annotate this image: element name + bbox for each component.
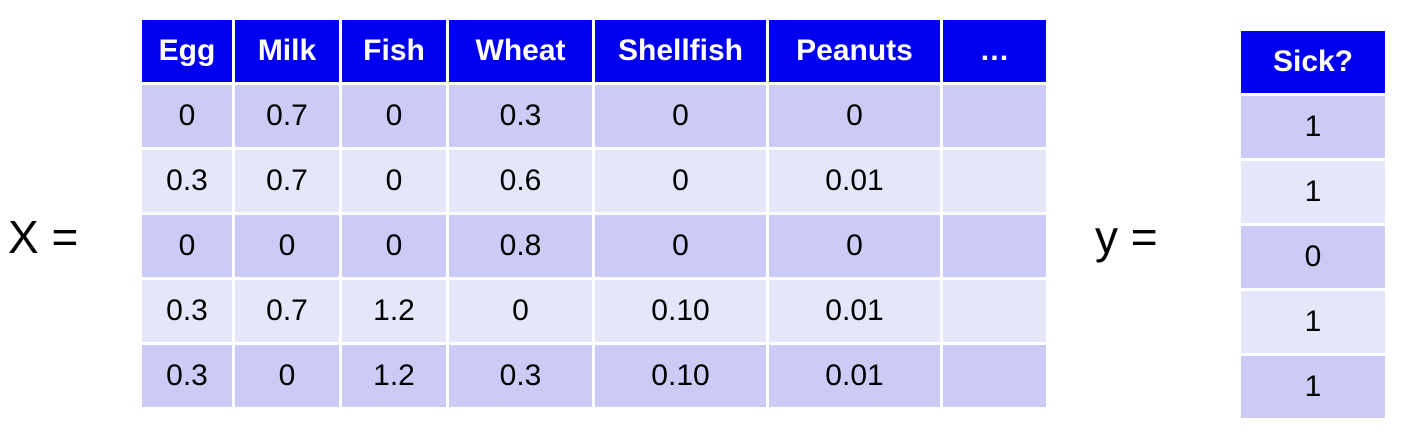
feature-header-row: Egg Milk Fish Wheat Shellfish Peanuts … <box>142 20 1046 82</box>
feature-cell: 0 <box>342 150 446 212</box>
feature-row: 0.3 0 1.2 0.3 0.10 0.01 <box>142 345 1046 407</box>
feature-cell <box>943 150 1046 212</box>
feature-cell: 0.3 <box>142 150 232 212</box>
feature-cell: 0 <box>235 215 339 277</box>
feature-cell: 0.3 <box>449 85 592 147</box>
column-header-ellipsis: … <box>943 20 1046 82</box>
feature-cell: 0.3 <box>449 345 592 407</box>
feature-cell: 0 <box>595 150 766 212</box>
feature-cell: 0 <box>595 215 766 277</box>
target-cell: 1 <box>1241 356 1385 418</box>
column-header-wheat: Wheat <box>449 20 592 82</box>
feature-cell: 0 <box>595 85 766 147</box>
target-vector-table: Sick? 1 1 0 1 1 <box>1238 28 1388 421</box>
y-equals-label: y = <box>1095 211 1158 263</box>
feature-cell: 0.01 <box>769 150 940 212</box>
feature-matrix-table: Egg Milk Fish Wheat Shellfish Peanuts … … <box>139 17 1049 410</box>
column-header-sick: Sick? <box>1241 31 1385 93</box>
column-header-egg: Egg <box>142 20 232 82</box>
target-header-row: Sick? <box>1241 31 1385 93</box>
feature-cell: 0.3 <box>142 345 232 407</box>
target-cell: 1 <box>1241 161 1385 223</box>
feature-row: 0 0 0 0.8 0 0 <box>142 215 1046 277</box>
feature-cell: 0.01 <box>769 345 940 407</box>
target-row: 1 <box>1241 291 1385 353</box>
feature-cell: 0 <box>142 215 232 277</box>
feature-cell: 0 <box>342 85 446 147</box>
target-row: 1 <box>1241 161 1385 223</box>
feature-cell: 1.2 <box>342 345 446 407</box>
feature-cell: 0 <box>342 215 446 277</box>
feature-cell: 0.10 <box>595 345 766 407</box>
feature-cell <box>943 345 1046 407</box>
feature-cell: 0.01 <box>769 280 940 342</box>
column-header-peanuts: Peanuts <box>769 20 940 82</box>
target-row: 1 <box>1241 96 1385 158</box>
feature-cell: 1.2 <box>342 280 446 342</box>
feature-row: 0.3 0.7 1.2 0 0.10 0.01 <box>142 280 1046 342</box>
feature-cell <box>943 280 1046 342</box>
feature-cell: 0.6 <box>449 150 592 212</box>
feature-row: 0 0.7 0 0.3 0 0 <box>142 85 1046 147</box>
feature-cell: 0 <box>769 85 940 147</box>
feature-cell: 0.8 <box>449 215 592 277</box>
feature-row: 0.3 0.7 0 0.6 0 0.01 <box>142 150 1046 212</box>
column-header-milk: Milk <box>235 20 339 82</box>
target-cell: 0 <box>1241 226 1385 288</box>
target-row: 0 <box>1241 226 1385 288</box>
feature-cell: 0.7 <box>235 280 339 342</box>
x-equals-label: X = <box>8 211 79 263</box>
target-cell: 1 <box>1241 96 1385 158</box>
column-header-shellfish: Shellfish <box>595 20 766 82</box>
feature-cell: 0.7 <box>235 150 339 212</box>
feature-cell <box>943 215 1046 277</box>
feature-cell: 0.7 <box>235 85 339 147</box>
feature-cell: 0 <box>769 215 940 277</box>
feature-cell: 0.10 <box>595 280 766 342</box>
feature-cell <box>943 85 1046 147</box>
feature-cell: 0 <box>235 345 339 407</box>
target-row: 1 <box>1241 356 1385 418</box>
column-header-fish: Fish <box>342 20 446 82</box>
feature-cell: 0 <box>142 85 232 147</box>
feature-cell: 0 <box>449 280 592 342</box>
target-cell: 1 <box>1241 291 1385 353</box>
feature-cell: 0.3 <box>142 280 232 342</box>
